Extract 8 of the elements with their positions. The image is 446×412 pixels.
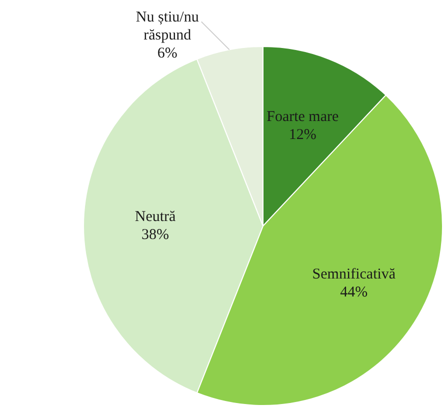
slice-label: Semnificativă	[312, 266, 396, 283]
data-label: 38%	[142, 226, 170, 243]
slice-label: Foarte mare	[266, 108, 340, 125]
slice-label: Nu știu/nu răspund	[136, 10, 200, 44]
slice-label: Neutră	[134, 208, 176, 225]
data-label: 6%	[157, 46, 178, 62]
data-label: 44%	[340, 284, 368, 301]
data-label: 12%	[288, 126, 316, 143]
